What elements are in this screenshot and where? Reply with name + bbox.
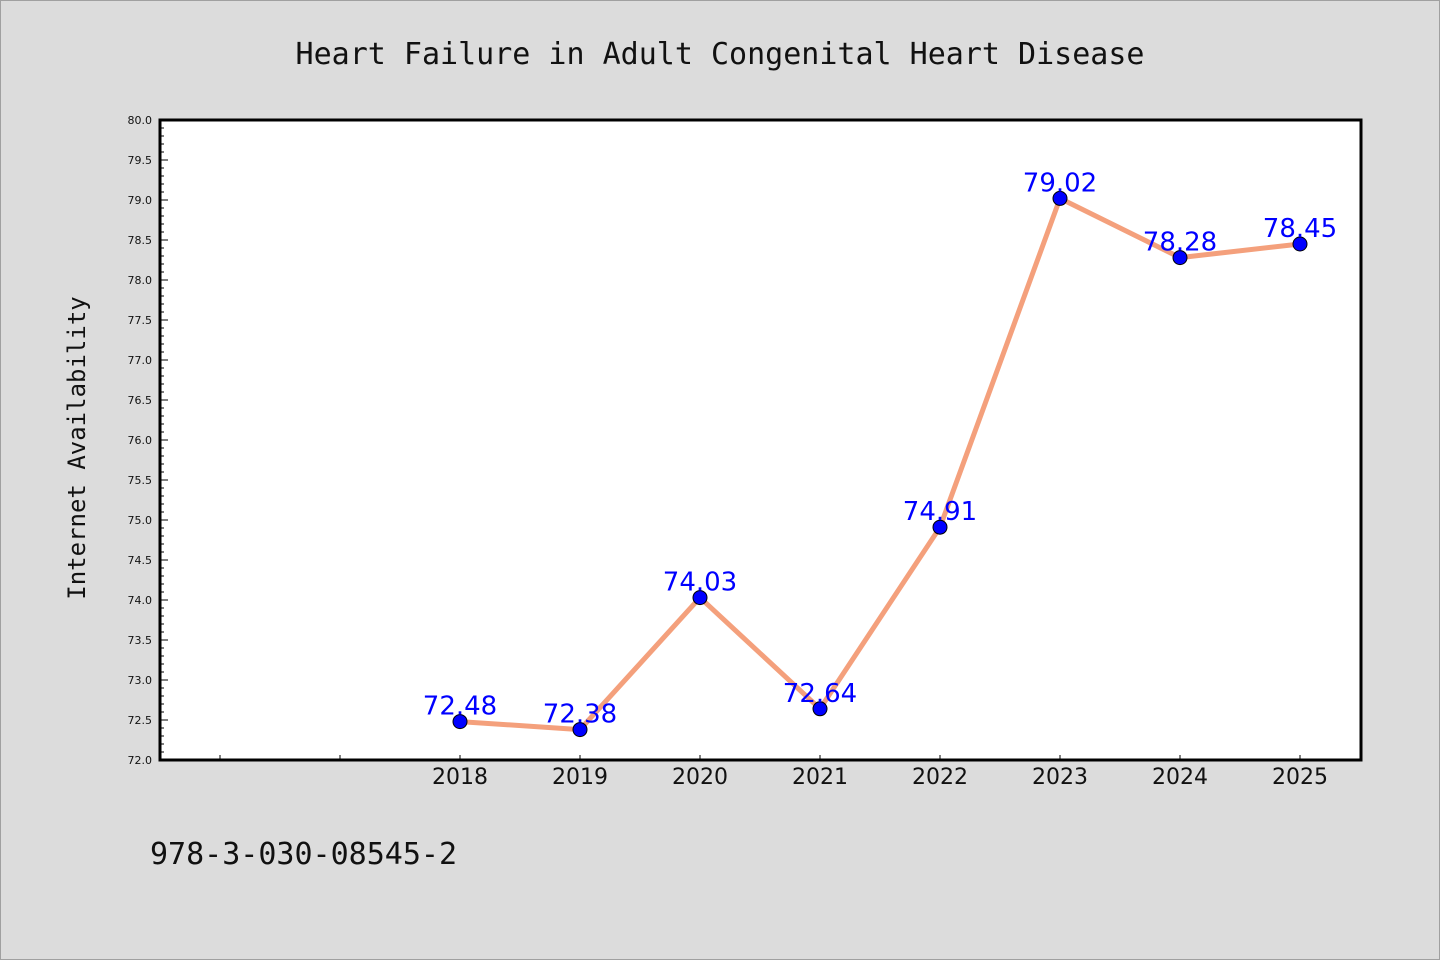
- data-series: [452, 190, 1308, 738]
- x-tick-label: 2024: [1152, 765, 1208, 790]
- y-tick-label: 72.0: [128, 754, 153, 767]
- chart-title: Heart Failure in Adult Congenital Heart …: [296, 37, 1145, 72]
- x-tick-label: 2020: [672, 765, 728, 790]
- data-label: 72.38: [543, 700, 617, 730]
- x-tick-label: 2025: [1272, 765, 1328, 790]
- y-tick-label: 78.0: [128, 274, 153, 287]
- y-tick-label: 77.0: [128, 354, 153, 367]
- x-tick-label: 2019: [552, 765, 608, 790]
- y-axis-label: Internet Availability: [63, 296, 91, 599]
- footer-code: 978-3-030-08545-2: [150, 837, 457, 872]
- x-tick-label: 2021: [792, 765, 848, 790]
- y-tick-label: 72.5: [128, 714, 153, 727]
- y-tick-label: 76.5: [128, 394, 153, 407]
- data-label: 74.91: [903, 497, 977, 527]
- y-tick-label: 73.5: [128, 634, 153, 647]
- x-tick-label: 2022: [912, 765, 968, 790]
- data-label: 79.02: [1023, 168, 1097, 198]
- data-label: 74.03: [663, 568, 737, 598]
- data-label: 78.45: [1263, 214, 1337, 244]
- y-tick-label: 74.5: [128, 554, 153, 567]
- data-point: [1292, 236, 1308, 252]
- y-tick-label: 75.5: [128, 474, 153, 487]
- y-tick-label: 79.5: [128, 154, 153, 167]
- x-axis: 2018 2019 2020 2021 2022 2023 2024 2025: [219, 755, 1328, 790]
- data-labels: 72.48 72.38 74.03 72.64 74.91 79.02 78.28 78.45: [423, 168, 1337, 729]
- y-tick-label: 80.0: [128, 114, 153, 127]
- data-point: [572, 722, 588, 738]
- y-tick-label: 79.0: [128, 194, 153, 207]
- y-axis: 72.0 72.5 73.0 73.5 74.0 74.5 75.0 75.5 76.0 76.5…: [128, 114, 168, 767]
- x-tick-label: 2023: [1032, 765, 1088, 790]
- data-label: 72.64: [783, 679, 857, 709]
- data-point: [452, 714, 468, 730]
- data-point: [1172, 250, 1188, 266]
- data-label: 72.48: [423, 692, 497, 722]
- data-point: [812, 701, 828, 717]
- x-tick-label: 2018: [432, 765, 488, 790]
- data-point: [932, 519, 948, 535]
- data-label: 78.28: [1143, 228, 1217, 258]
- y-tick-label: 74.0: [128, 594, 153, 607]
- data-point: [1052, 190, 1068, 206]
- series-line: [459, 195, 1301, 733]
- y-tick-label: 76.0: [128, 434, 153, 447]
- plot-area: [158, 118, 1363, 762]
- y-tick-label: 77.5: [128, 314, 153, 327]
- data-point: [692, 590, 708, 606]
- y-tick-label: 75.0: [128, 514, 153, 527]
- y-tick-label: 73.0: [128, 674, 153, 687]
- y-tick-label: 78.5: [128, 234, 153, 247]
